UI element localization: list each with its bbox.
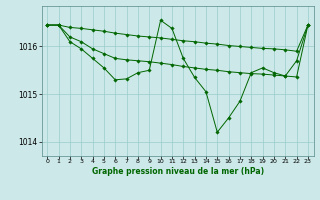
X-axis label: Graphe pression niveau de la mer (hPa): Graphe pression niveau de la mer (hPa)	[92, 167, 264, 176]
